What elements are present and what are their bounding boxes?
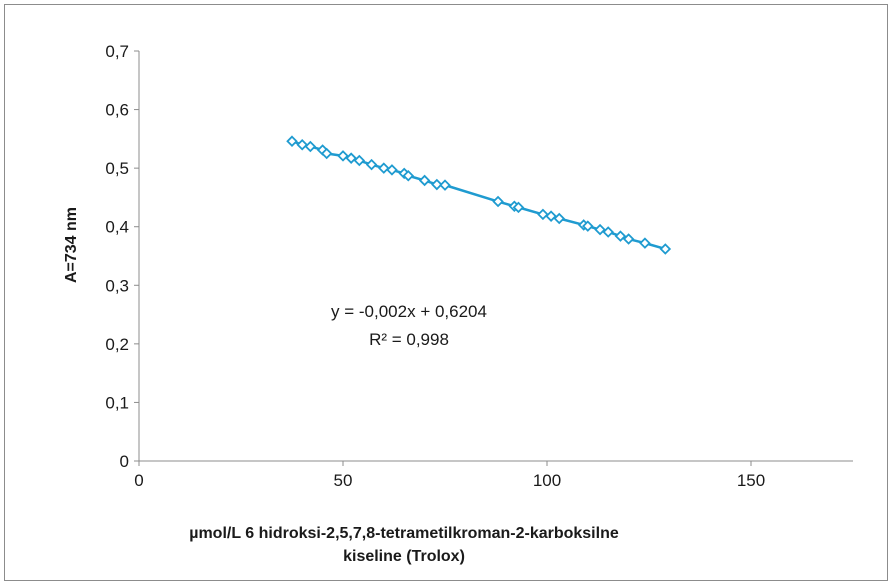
r-squared-label: R² = 0,998 <box>369 330 449 349</box>
data-point <box>345 152 357 164</box>
data-point <box>512 201 525 214</box>
ticks: 0 0,1 0,2 0,3 0,4 0,5 0,6 0,7 0 50 100 150 <box>105 42 765 490</box>
x-tick-label: 50 <box>334 471 353 490</box>
y-tick-label: 0,7 <box>105 42 129 61</box>
x-tick-label: 100 <box>533 471 561 490</box>
data-point <box>545 210 557 222</box>
data-point <box>614 230 627 242</box>
data-point <box>418 174 431 187</box>
data-point <box>320 147 333 160</box>
y-tick-label: 0,1 <box>105 393 129 412</box>
data-point <box>439 179 451 191</box>
data-point <box>378 162 390 174</box>
data-point <box>286 135 298 147</box>
data-point <box>386 164 398 176</box>
data-point <box>639 237 651 249</box>
y-tick-label: 0,2 <box>105 335 129 354</box>
data-point <box>337 150 349 162</box>
data-point <box>353 154 366 167</box>
x-tick-label: 0 <box>134 471 143 490</box>
data-point <box>492 195 504 208</box>
y-tick-label: 0,4 <box>105 218 129 237</box>
data-point <box>296 138 308 151</box>
y-tick-label: 0,5 <box>105 159 129 178</box>
data-point <box>431 178 443 191</box>
data-point <box>594 223 606 236</box>
chart-frame: 0 0,1 0,2 0,3 0,4 0,5 0,6 0,7 0 50 100 150 y = -0,0… <box>4 4 888 581</box>
data-point <box>622 233 635 245</box>
data-point <box>582 220 594 232</box>
data-point <box>402 169 415 182</box>
data-point <box>365 158 378 171</box>
chart: 0 0,1 0,2 0,3 0,4 0,5 0,6 0,7 0 50 100 150 y = -0,0… <box>63 42 853 565</box>
y-tick-label: 0,6 <box>105 101 129 120</box>
data-point <box>537 208 549 221</box>
data-point <box>553 212 566 225</box>
axes <box>138 51 853 462</box>
plot-area <box>286 135 672 255</box>
trendline-equation: y = -0,002x + 0,6204 <box>331 302 487 321</box>
data-point <box>659 243 672 255</box>
y-tick-label: 0,3 <box>105 276 129 295</box>
data-point <box>304 140 317 153</box>
x-tick-label: 150 <box>737 471 765 490</box>
x-axis-label-line1: µmol/L 6 hidroksi-2,5,7,8-tetrametilkrom… <box>189 525 619 542</box>
data-point <box>602 226 614 238</box>
x-axis-label-line2: kiseline (Trolox) <box>343 548 465 565</box>
y-axis-label: A=734 nm <box>63 207 80 283</box>
y-tick-label: 0 <box>120 452 129 471</box>
